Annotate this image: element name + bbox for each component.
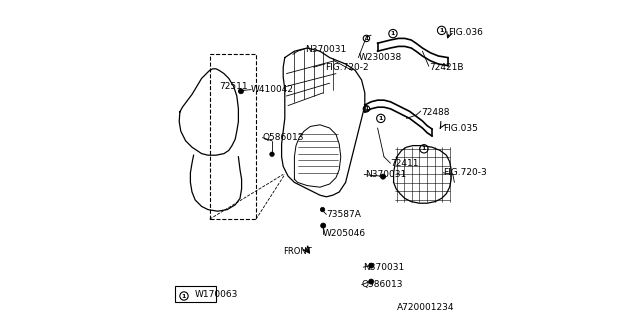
Text: 1: 1 (422, 146, 426, 151)
Text: N370031: N370031 (364, 263, 404, 272)
Bar (175, 286, 216, 302)
Text: 72421B: 72421B (429, 63, 463, 72)
Text: Q586013: Q586013 (262, 133, 304, 142)
Circle shape (369, 279, 374, 284)
Text: W170063: W170063 (195, 290, 239, 299)
Text: 72488: 72488 (421, 108, 449, 116)
Text: A720001234: A720001234 (397, 303, 454, 312)
Text: 1: 1 (440, 28, 444, 33)
Text: FIG.036: FIG.036 (448, 28, 483, 36)
Text: 1: 1 (182, 293, 186, 299)
Circle shape (239, 89, 244, 94)
Text: W205046: W205046 (323, 229, 366, 238)
Text: 1: 1 (364, 106, 369, 111)
Text: N370031: N370031 (306, 45, 347, 54)
Text: 72411: 72411 (390, 159, 419, 168)
Text: FIG.035: FIG.035 (443, 124, 478, 132)
Circle shape (270, 152, 275, 156)
Text: FRONT: FRONT (284, 247, 312, 256)
Circle shape (380, 174, 385, 179)
Text: W410042: W410042 (251, 85, 294, 94)
Text: 72511: 72511 (219, 82, 248, 91)
Text: 73587A: 73587A (326, 210, 361, 219)
Circle shape (321, 223, 326, 228)
Text: FIG.720-3: FIG.720-3 (443, 168, 487, 177)
Bar (210, 54, 256, 219)
Circle shape (321, 207, 325, 212)
Text: Q586013: Q586013 (362, 280, 403, 289)
Text: 1: 1 (391, 31, 395, 36)
Text: FIG.720-2: FIG.720-2 (325, 63, 369, 72)
Text: W230038: W230038 (358, 53, 402, 62)
Text: 1: 1 (364, 36, 369, 41)
Text: N370031: N370031 (365, 170, 406, 179)
Circle shape (369, 263, 374, 268)
Text: 1: 1 (379, 116, 383, 121)
